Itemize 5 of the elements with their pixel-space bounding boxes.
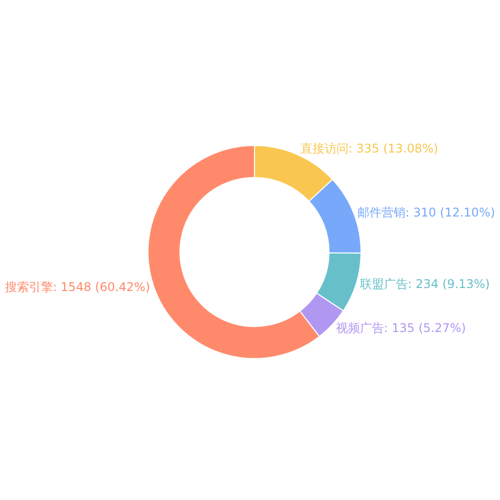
slice-label: 视频广告: 135 (5.27%) — [336, 320, 466, 335]
slice-label: 直接访问: 335 (13.08%) — [300, 141, 438, 156]
slice-label: 联盟广告: 234 (9.13%) — [360, 276, 490, 291]
slice-label: 邮件营销: 310 (12.10%) — [357, 206, 496, 220]
slice-label: 搜索引擎: 1548 (60.42%) — [4, 280, 150, 294]
